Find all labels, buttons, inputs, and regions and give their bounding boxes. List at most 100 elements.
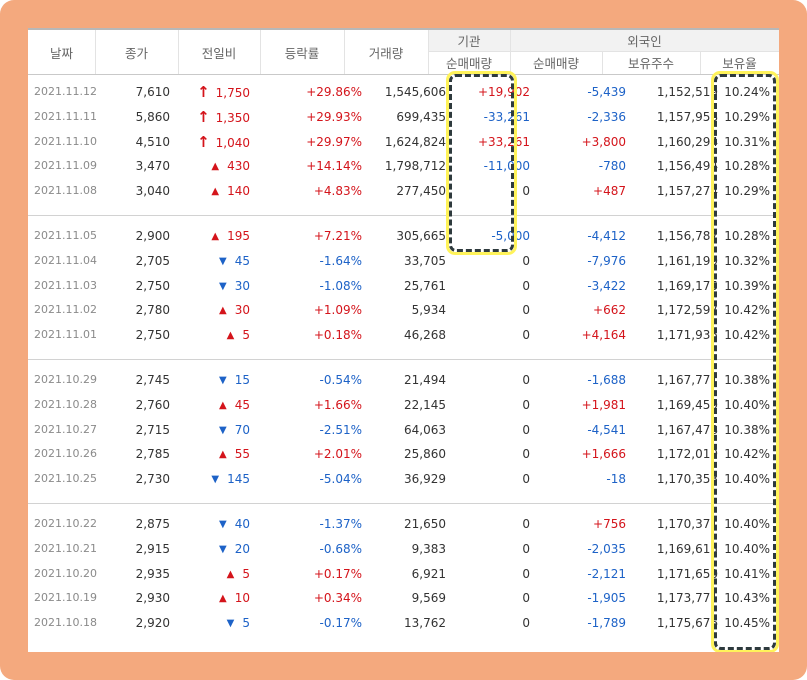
change-cell: ▲ 30: [178, 298, 250, 323]
table-row: 2021.10.18 2,920 ▼ 5 -0.17% 13,762 0 -1,789 1,17…: [28, 611, 779, 636]
volume-cell: 33,705: [404, 253, 446, 268]
volume-cell: 5,934: [411, 303, 446, 318]
date-cell: 2021.11.05: [34, 229, 97, 242]
change-rate-cell: +14.14%: [306, 159, 362, 174]
change-cell: ▲ 195: [178, 224, 250, 249]
table-row: 2021.11.03 2,750 ▼ 30 -1.08% 25,761 0 -3,422 1,1…: [28, 274, 779, 299]
change-cell: ▼ 40: [178, 512, 250, 537]
foreign-holdings-cell: 1,175,676: [656, 616, 718, 631]
institution-net-cell: 0: [522, 472, 530, 487]
foreign-holdings-cell: 1,157,274: [656, 184, 718, 199]
foreign-ratio-cell: 10.43%: [724, 591, 770, 606]
date-cell: 2021.10.29: [34, 373, 97, 386]
change-value: 20: [234, 541, 250, 556]
foreign-ratio-cell: 10.40%: [724, 541, 770, 556]
table-row: 2021.11.04 2,705 ▼ 45 -1.64% 33,705 0 -7,976 1,1…: [28, 249, 779, 274]
date-cell: 2021.11.09: [34, 159, 97, 173]
date-cell: 2021.10.25: [34, 472, 97, 486]
foreign-ratio-cell: 10.28%: [724, 159, 770, 174]
institution-net-cell: 0: [522, 303, 530, 318]
foreign-net-cell: +1,981: [581, 397, 626, 412]
change-value: 15: [234, 373, 250, 387]
foreign-holdings-cell: 1,152,519: [656, 85, 718, 99]
change-rate-cell: -5.04%: [319, 472, 362, 487]
volume-cell: 9,383: [411, 541, 446, 556]
change-rate-cell: +29.93%: [306, 109, 362, 124]
change-rate-cell: -1.08%: [319, 278, 362, 293]
up-arrow-icon: ▲: [211, 186, 220, 198]
limit-up-arrow-icon: ↑: [197, 107, 210, 126]
foreign-net-cell: -2,035: [587, 541, 626, 556]
group-header-band: [428, 30, 779, 51]
date-cell: 2021.11.08: [34, 184, 97, 198]
table-row: 2021.11.05 2,900 ▲ 195 +7.21% 305,665 -5,000 -4…: [28, 224, 779, 249]
stock-history-table: 날짜 종가 전일비 등락률 거래량 기관 외국인 순매매량 순매매량 보유주수 …: [28, 28, 779, 652]
foreign-net-cell: +662: [593, 303, 626, 318]
limit-up-arrow-icon: ↑: [197, 132, 210, 151]
close-price-cell: 2,915: [135, 541, 170, 556]
change-cell: ▼ 145: [178, 467, 250, 492]
foreign-net-cell: +1,666: [581, 447, 626, 462]
table-row: 2021.11.10 4,510 ↑ 1,040 +29.97% 1,624,824 +33…: [28, 130, 779, 155]
foreign-net-cell: +3,800: [581, 134, 626, 149]
header-divider: [700, 51, 701, 74]
foreign-net-cell: +4,164: [581, 328, 626, 343]
col-header-rate: 등락률: [284, 45, 320, 61]
change-cell: ▲ 430: [178, 154, 250, 179]
down-arrow-icon: ▼: [219, 375, 227, 386]
foreign-ratio-cell: 10.40%: [724, 397, 770, 412]
foreign-holdings-cell: 1,169,459: [656, 397, 718, 412]
foreign-ratio-cell: 10.28%: [724, 229, 770, 243]
foreign-holdings-cell: 1,160,294: [656, 134, 718, 149]
change-value: 30: [234, 303, 250, 318]
volume-cell: 21,494: [404, 373, 446, 387]
date-cell: 2021.10.21: [34, 541, 97, 555]
date-cell: 2021.10.28: [34, 397, 97, 411]
foreign-ratio-cell: 10.41%: [724, 566, 770, 581]
institution-net-cell: -33,261: [483, 109, 530, 124]
close-price-cell: 5,860: [135, 109, 170, 124]
header-divider: [428, 30, 429, 74]
up-arrow-icon: ▲: [219, 399, 227, 411]
foreign-net-cell: -1,905: [587, 591, 626, 606]
foreign-holdings-cell: 1,170,371: [656, 517, 718, 531]
foreign-net-cell: -5,439: [587, 85, 626, 99]
institution-net-cell: 0: [522, 184, 530, 199]
up-arrow-icon: ▲: [226, 330, 235, 342]
up-arrow-icon: ▲: [211, 231, 220, 242]
group-divider: [28, 359, 779, 360]
close-price-cell: 3,040: [135, 184, 170, 199]
change-value: 5: [242, 566, 250, 581]
change-cell: ▼ 5: [178, 611, 250, 636]
volume-cell: 13,762: [404, 616, 446, 631]
date-cell: 2021.11.04: [34, 253, 97, 267]
change-value: 145: [227, 472, 250, 487]
foreign-ratio-cell: 10.42%: [724, 303, 770, 318]
institution-net-cell: -11,000: [483, 159, 530, 174]
institution-net-cell: 0: [522, 591, 530, 606]
institution-net-cell: 0: [522, 447, 530, 462]
change-cell: ▼ 70: [178, 418, 250, 443]
up-arrow-icon: ▲: [219, 449, 227, 461]
change-value: 45: [234, 397, 250, 412]
volume-cell: 277,450: [396, 184, 446, 199]
institution-net-cell: 0: [522, 397, 530, 412]
foreign-holdings-cell: 1,172,019: [656, 447, 718, 462]
change-cell: ▼ 30: [178, 274, 250, 299]
change-value: 30: [234, 278, 250, 293]
foreign-net-cell: -4,541: [587, 422, 626, 437]
up-arrow-icon: ▲: [226, 568, 235, 580]
col-header-foreign-net: 순매매량: [532, 56, 579, 71]
change-cell: ▲ 45: [178, 393, 250, 418]
volume-cell: 25,761: [404, 278, 446, 293]
table-row: 2021.10.19 2,930 ▲ 10 +0.34% 9,569 0 -1,905 1,17…: [28, 586, 779, 611]
foreign-ratio-cell: 10.24%: [724, 85, 770, 99]
foreign-ratio-cell: 10.38%: [724, 373, 770, 387]
volume-cell: 22,145: [404, 397, 446, 412]
foreign-net-cell: -780: [598, 159, 626, 174]
header-divider: [95, 30, 96, 74]
foreign-holdings-cell: 1,157,958: [656, 109, 718, 124]
foreign-holdings-cell: 1,156,787: [656, 229, 718, 243]
change-rate-cell: -1.37%: [319, 517, 362, 531]
foreign-ratio-cell: 10.29%: [724, 184, 770, 199]
